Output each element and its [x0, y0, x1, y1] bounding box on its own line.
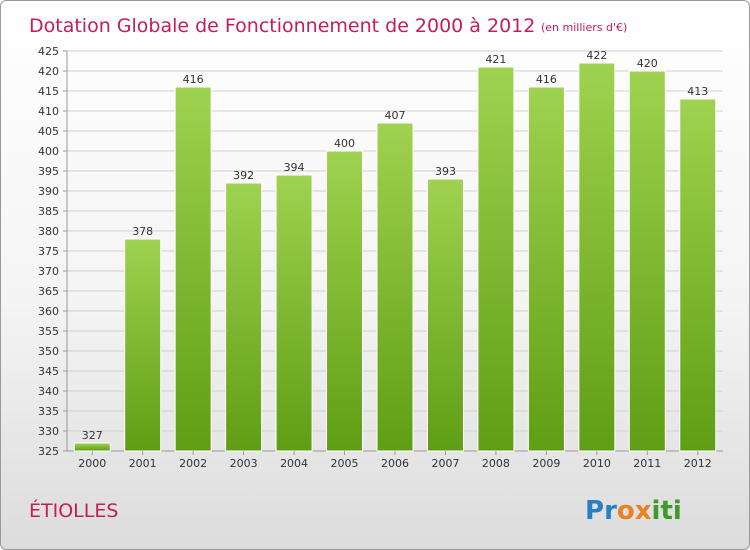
data-label-2011: 420	[637, 57, 658, 70]
y-tick-label: 410	[38, 105, 59, 118]
x-tick-label-2011: 2011	[633, 457, 661, 470]
x-tick-label-2005: 2005	[331, 457, 359, 470]
bar-2012	[679, 98, 717, 452]
bar-2008	[477, 66, 515, 452]
y-tick-label: 330	[38, 425, 59, 438]
bars: 327 378 416 392 394 400 407 393 421 416 422 420 413	[73, 49, 717, 452]
data-label-2008: 421	[485, 53, 506, 66]
y-tick-label: 340	[38, 385, 59, 398]
data-label-2010: 422	[586, 49, 607, 62]
y-tick-label: 425	[38, 45, 59, 58]
x-tick-label-2007: 2007	[431, 457, 459, 470]
y-tick-label: 365	[38, 285, 59, 298]
bar-2002	[174, 86, 212, 452]
y-tick-label: 375	[38, 245, 59, 258]
bar-2010	[578, 62, 616, 452]
bar-2006	[376, 122, 414, 452]
x-tick-label-2001: 2001	[129, 457, 157, 470]
x-tick-label-2010: 2010	[583, 457, 611, 470]
bar-2011	[628, 70, 666, 452]
bar-2007	[426, 178, 464, 452]
logo-letter: r	[604, 496, 617, 526]
data-label-2009: 416	[536, 73, 557, 86]
x-tick-label-2002: 2002	[179, 457, 207, 470]
logo-letter: i	[673, 496, 682, 526]
chart-title: Dotation Globale de Fonctionnement de 20…	[29, 15, 535, 37]
place-name: ÉTIOLLES	[29, 499, 118, 522]
y-tick-label: 395	[38, 165, 59, 178]
logo-letter: o	[617, 496, 635, 526]
bar-2005	[326, 150, 364, 452]
data-label-2003: 392	[233, 169, 254, 182]
y-tick-label: 360	[38, 305, 59, 318]
data-label-2002: 416	[183, 73, 204, 86]
x-tick-label-2000: 2000	[78, 457, 106, 470]
x-tick-label-2004: 2004	[280, 457, 308, 470]
y-tick-label: 370	[38, 265, 59, 278]
logo-letter: i	[652, 496, 661, 526]
y-tick-label: 345	[38, 365, 59, 378]
x-axis-ticks: 2000 2001 2002 2003 2004 2005 2006 2007 2008 2009…	[78, 451, 712, 470]
data-label-2001: 378	[132, 225, 153, 238]
x-tick-label-2012: 2012	[684, 457, 712, 470]
bar-2004	[275, 174, 313, 452]
chart-subtitle: (en milliers d'€)	[541, 21, 627, 34]
logo-letter: t	[660, 496, 672, 526]
y-tick-label: 415	[38, 85, 59, 98]
x-tick-label-2003: 2003	[230, 457, 258, 470]
y-tick-label: 420	[38, 65, 59, 78]
y-tick-label: 355	[38, 325, 59, 338]
x-tick-label-2008: 2008	[482, 457, 510, 470]
y-tick-label: 325	[38, 445, 59, 458]
data-label-2006: 407	[385, 109, 406, 122]
y-tick-label: 400	[38, 145, 59, 158]
y-axis-ticks: 325 330 335 340 345 350 355 360 365 370 375 380 385 3…	[38, 45, 67, 458]
data-label-2000: 327	[82, 429, 103, 442]
y-tick-label: 385	[38, 205, 59, 218]
proxiti-logo: Proxiti	[585, 496, 682, 526]
x-tick-label-2006: 2006	[381, 457, 409, 470]
y-tick-label: 390	[38, 185, 59, 198]
data-label-2004: 394	[284, 161, 305, 174]
y-tick-label: 335	[38, 405, 59, 418]
bar-2003	[225, 182, 263, 452]
y-tick-label: 405	[38, 125, 59, 138]
x-tick-label-2009: 2009	[532, 457, 560, 470]
data-label-2005: 400	[334, 137, 355, 150]
data-label-2007: 393	[435, 165, 456, 178]
y-tick-label: 380	[38, 225, 59, 238]
logo-letter: x	[635, 496, 652, 526]
bar-2000	[73, 442, 111, 452]
y-tick-label: 350	[38, 345, 59, 358]
bar-2001	[124, 238, 162, 452]
data-label-2012: 413	[687, 85, 708, 98]
logo-letter: P	[585, 496, 604, 526]
bar-2009	[527, 86, 565, 452]
